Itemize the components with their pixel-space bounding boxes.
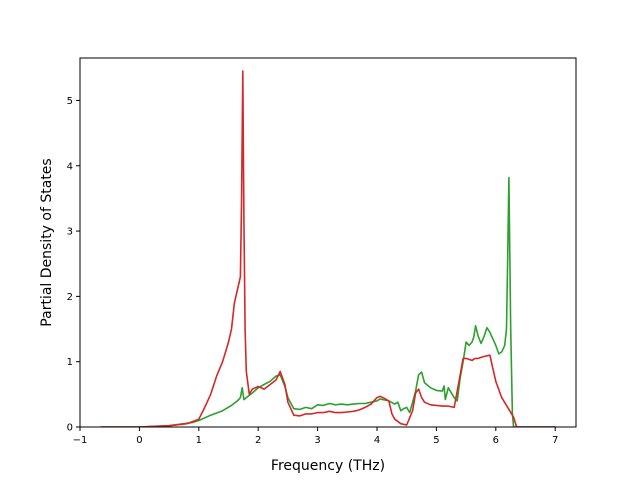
series-line-1 [100, 70, 556, 427]
series-layer [100, 70, 556, 427]
x-tick-label: 6 [493, 435, 499, 446]
y-tick-label: 0 [67, 423, 73, 434]
series-line-0 [100, 176, 556, 427]
y-tick-label: 5 [67, 96, 73, 107]
x-axis-title: Frequency (THz) [271, 458, 385, 474]
x-tick-label: 4 [374, 435, 380, 446]
axes-frame [79, 57, 577, 428]
y-axis-ticks: 0 1 2 3 4 5 [67, 96, 80, 434]
y-tick-label: 1 [67, 357, 73, 368]
x-tick-label: 0 [136, 435, 142, 446]
x-tick-label: 3 [314, 435, 320, 446]
y-tick-label: 3 [67, 227, 73, 238]
y-tick-label: 2 [67, 292, 73, 303]
x-tick-label: 7 [552, 435, 558, 446]
x-tick-label: 5 [433, 435, 439, 446]
x-tick-label: 1 [196, 435, 202, 446]
x-tick-label: 2 [255, 435, 261, 446]
x-tick-label: −1 [73, 435, 88, 446]
y-axis-title: Partial Density of States [39, 158, 55, 326]
y-tick-label: 4 [67, 161, 73, 172]
x-axis-ticks: −1 0 1 2 3 4 5 6 7 [73, 427, 558, 446]
plot-area [79, 57, 577, 428]
